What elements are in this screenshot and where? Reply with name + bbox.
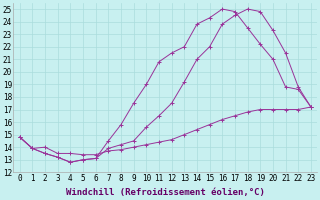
X-axis label: Windchill (Refroidissement éolien,°C): Windchill (Refroidissement éolien,°C) (66, 188, 265, 197)
